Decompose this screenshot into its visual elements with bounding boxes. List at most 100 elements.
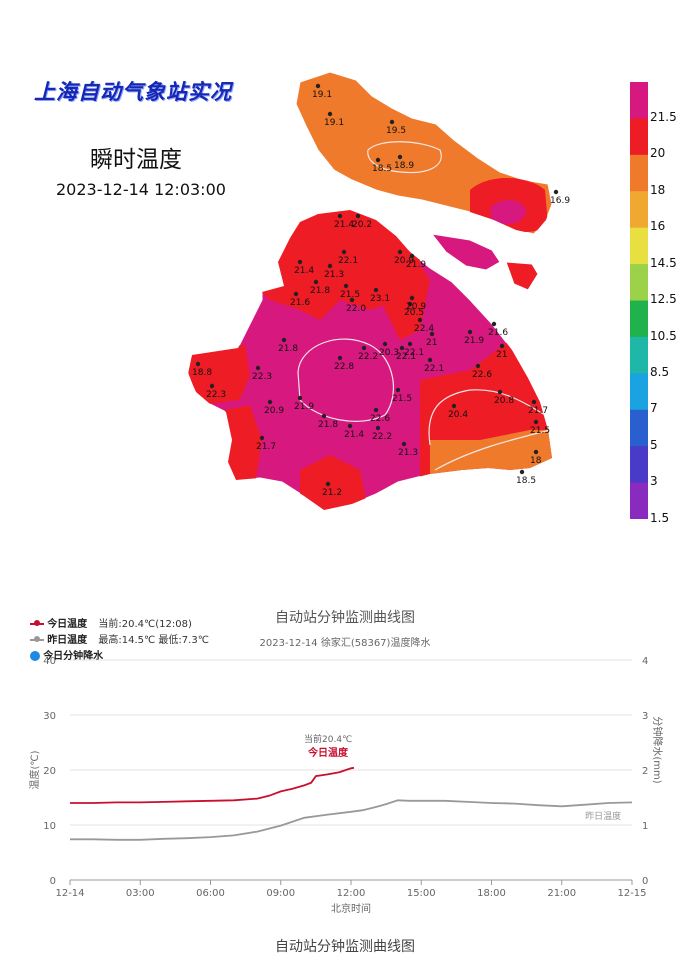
- weather-station[interactable]: 18.5: [372, 157, 392, 174]
- station-value: 22.1: [396, 352, 416, 362]
- weather-station[interactable]: 21.5: [530, 419, 550, 436]
- station-value: 20.2: [352, 220, 372, 230]
- weather-station[interactable]: 21.8: [310, 279, 330, 296]
- station-value: 21.3: [398, 448, 418, 458]
- weather-station[interactable]: 21.3: [324, 263, 344, 280]
- station-value: 22.2: [358, 352, 378, 362]
- weather-station[interactable]: 21.5: [392, 387, 412, 404]
- weather-station[interactable]: 21.8: [278, 337, 298, 354]
- x-tick-label: 03:00: [126, 888, 155, 899]
- weather-station[interactable]: 22.3: [252, 365, 272, 382]
- weather-station[interactable]: 20.4: [448, 403, 468, 420]
- station-dot: [553, 189, 559, 195]
- zone-red-south: [300, 455, 370, 510]
- station-value: 21.4: [294, 266, 314, 276]
- colorbar-segment: [630, 300, 648, 338]
- weather-station[interactable]: 18.8: [192, 361, 212, 378]
- colorbar-segment: [630, 264, 648, 301]
- legend-rain-marker: [30, 651, 40, 661]
- station-dot: [375, 425, 381, 431]
- legend-today[interactable]: 今日温度 当前:20.4℃(12:08): [30, 615, 192, 630]
- weather-station[interactable]: 21.4: [334, 213, 354, 230]
- weather-station[interactable]: 21.6: [488, 321, 508, 338]
- weather-station[interactable]: 22.8: [334, 355, 354, 372]
- weather-station[interactable]: 21.9: [464, 329, 484, 346]
- weather-station[interactable]: 21.7: [256, 435, 276, 452]
- weather-station[interactable]: 22.4: [414, 317, 434, 334]
- station-dot: [297, 395, 303, 401]
- weather-station[interactable]: 22.1: [396, 345, 416, 362]
- weather-station[interactable]: 21.5: [340, 283, 360, 300]
- chart-axis-labels: 0 10 20 30 40 0 1 2 3 4 12-14 03:00 06:00 09:00 12:00 1…: [28, 656, 664, 915]
- weather-station[interactable]: 19.5: [386, 119, 406, 136]
- weather-station[interactable]: 21.3: [398, 441, 418, 458]
- weather-station[interactable]: 18.9: [394, 154, 414, 171]
- weather-station[interactable]: 18: [530, 449, 542, 466]
- zone-red-center: [380, 250, 430, 340]
- y-tick-label: 40: [43, 656, 56, 667]
- weather-station[interactable]: 20.3: [379, 341, 399, 358]
- station-dot: [401, 441, 407, 447]
- weather-station[interactable]: 16.9: [550, 189, 570, 206]
- weather-station[interactable]: 22.6: [370, 407, 390, 424]
- weather-station[interactable]: 19.1: [312, 83, 332, 100]
- weather-station[interactable]: 20.9: [394, 249, 414, 266]
- weather-station[interactable]: 22.1: [424, 357, 444, 374]
- legend-yesterday-label: 昨日温度: [47, 635, 88, 646]
- weather-station[interactable]: 22.1: [404, 341, 424, 358]
- weather-station[interactable]: 20.5: [404, 301, 424, 318]
- chart-subtitle: 2023-12-14 徐家汇(58367)温度降水: [259, 638, 431, 649]
- weather-station[interactable]: 22.2: [372, 425, 392, 442]
- weather-station[interactable]: 21.8: [318, 413, 338, 430]
- weather-station[interactable]: 21.9: [406, 253, 426, 270]
- station-dot: [497, 389, 503, 395]
- station-dot: [389, 119, 395, 125]
- weather-station[interactable]: 21.6: [290, 291, 310, 308]
- station-dot: [531, 399, 537, 405]
- weather-station[interactable]: 21.4: [294, 259, 314, 276]
- colorbar-segment: [630, 409, 648, 447]
- station-value: 20.3: [379, 348, 399, 358]
- zone-red-southwest: [220, 405, 262, 485]
- station-value: 21.5: [392, 394, 412, 404]
- weather-station[interactable]: 22.0: [346, 297, 366, 314]
- colorbar-segment: [630, 118, 648, 156]
- weather-station[interactable]: 21.4: [344, 423, 364, 440]
- station-value: 22.1: [338, 256, 358, 266]
- weather-station[interactable]: 22.1: [338, 249, 358, 266]
- station-value: 22.1: [404, 348, 424, 358]
- weather-station[interactable]: 21: [426, 331, 437, 348]
- legend-today-marker: [30, 620, 44, 626]
- colorbar-tick-label: 8.5: [650, 364, 670, 379]
- weather-station[interactable]: 21.7: [528, 399, 548, 416]
- weather-station[interactable]: 22.3: [206, 383, 226, 400]
- weather-station[interactable]: 18.5: [516, 469, 536, 486]
- weather-station[interactable]: 22.6: [472, 363, 492, 380]
- x-tick-label: 06:00: [196, 888, 225, 899]
- weather-station[interactable]: 21.9: [294, 395, 314, 412]
- weather-station[interactable]: 22.2: [358, 345, 378, 362]
- legend-rain[interactable]: 今日分钟降水: [30, 647, 103, 662]
- station-dot: [297, 259, 303, 265]
- station-dot: [467, 329, 473, 335]
- legend-yesterday[interactable]: 昨日温度 最高:14.5℃ 最低:7.3℃: [30, 631, 209, 646]
- chart-series: [70, 766, 633, 841]
- legend-today-info: 当前:20.4℃(12:08): [98, 619, 192, 630]
- station-value: 18: [530, 456, 542, 466]
- station-value: 22.4: [414, 324, 434, 334]
- weather-station[interactable]: 23.1: [370, 287, 390, 304]
- colorbar-tick-label: 20: [650, 146, 666, 161]
- weather-station[interactable]: 21: [496, 343, 507, 360]
- station-value: 20.9: [394, 256, 414, 266]
- weather-station[interactable]: 20.2: [352, 213, 372, 230]
- station-value: 18.9: [394, 161, 414, 171]
- station-value: 21.4: [334, 220, 354, 230]
- weather-station[interactable]: 20.9: [406, 295, 426, 312]
- weather-station[interactable]: 20.9: [264, 399, 284, 416]
- weather-station[interactable]: 21.2: [322, 481, 342, 498]
- station-dot: [195, 361, 201, 367]
- y-tick-label: 0: [50, 876, 56, 887]
- weather-station[interactable]: 20.8: [494, 389, 514, 406]
- weather-station[interactable]: 19.1: [324, 111, 344, 128]
- station-value: 20.8: [494, 396, 514, 406]
